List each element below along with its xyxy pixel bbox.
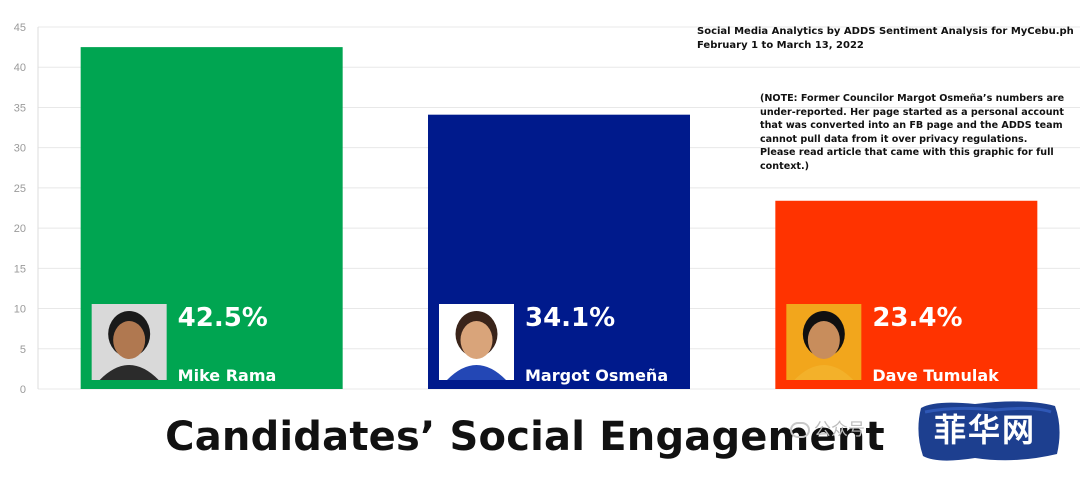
candidate-photo <box>91 304 167 380</box>
candidate-name-label: Mike Rama <box>178 366 277 385</box>
candidate-photo <box>439 304 514 380</box>
bar-group: 23.4% Dave Tumulak <box>775 200 1038 389</box>
bar-group: 34.1% Margot Osmeña <box>428 114 690 389</box>
bars: 42.5% Mike Rama 34.1% Margot Osmeña 23.4% Dav… <box>80 47 1038 389</box>
bar-value-label: 23.4% <box>872 303 962 333</box>
y-tick-label: 25 <box>14 183 26 195</box>
y-tick-label: 20 <box>14 223 26 235</box>
y-tick-label: 5 <box>20 344 26 356</box>
chart-title: Candidates’ Social Engagement <box>165 414 885 460</box>
source-line-2: February 1 to March 13, 2022 <box>697 40 864 51</box>
y-axis-ticks: 0 5 10 15 20 25 30 35 40 45 <box>14 22 26 396</box>
site-badge: 菲华网 <box>915 398 1065 464</box>
site-badge-label: 菲华网 <box>933 411 1036 449</box>
y-tick-label: 45 <box>14 22 26 34</box>
candidate-photo <box>786 304 862 380</box>
bar-value-label: 34.1% <box>525 303 615 333</box>
watermark-text: 公众号 <box>790 415 865 440</box>
y-tick-label: 10 <box>14 304 26 316</box>
bar-chart: 0 5 10 15 20 25 30 35 40 45 42.5% Mike Rama 34.1% Ma… <box>14 22 1080 396</box>
bar-group: 42.5% Mike Rama <box>80 47 343 389</box>
source-annotation: Social Media Analytics by ADDS Sentiment… <box>697 25 1074 53</box>
brush-badge-icon <box>918 401 1060 461</box>
source-line-1: Social Media Analytics by ADDS Sentiment… <box>697 26 1074 37</box>
note-annotation: (NOTE: Former Councilor Margot Osmeña’s … <box>760 93 1065 172</box>
watermark-label: 公众号 <box>814 420 865 440</box>
y-tick-label: 40 <box>14 62 26 74</box>
y-tick-label: 0 <box>20 384 26 396</box>
candidate-name-label: Dave Tumulak <box>872 366 999 385</box>
wechat-icon <box>790 422 810 438</box>
y-tick-label: 15 <box>14 263 26 275</box>
candidate-name-label: Margot Osmeña <box>525 366 668 385</box>
y-tick-label: 30 <box>14 143 26 155</box>
y-tick-label: 35 <box>14 102 26 114</box>
bar-value-label: 42.5% <box>178 303 268 333</box>
